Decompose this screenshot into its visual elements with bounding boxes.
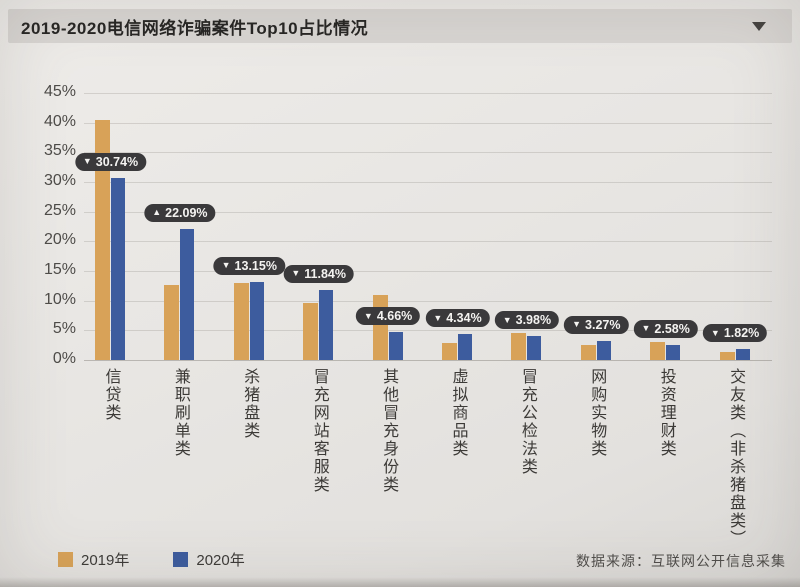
data-label-text: 2.58%: [654, 321, 690, 336]
x-axis-label: 信贷类: [102, 368, 120, 422]
y-tick-label: 45%: [43, 83, 76, 100]
x-axis-label: 网购实物类: [588, 368, 606, 458]
bar-2020-9[interactable]: [735, 349, 750, 360]
chart-title-bar: 2019-2020电信网络诈骗案件Top10占比情况: [8, 9, 792, 43]
x-axis-label: 投资理财类: [657, 368, 675, 458]
trend-down-icon: ▼: [710, 327, 720, 338]
y-tick-label: 10%: [43, 290, 76, 308]
trend-up-icon: ▲: [152, 207, 162, 218]
legend-label: 2020年: [196, 552, 245, 569]
legend-swatch-icon: [58, 552, 73, 567]
bar-2019-0[interactable]: [95, 119, 110, 360]
x-axis-label: 冒充网站客服类: [310, 368, 328, 494]
legend: 2019年 2020年: [58, 549, 245, 570]
legend-item-2020[interactable]: 2020年: [173, 549, 245, 570]
trend-down-icon: ▼: [221, 260, 231, 271]
y-tick-label: 30%: [43, 172, 76, 189]
gridline: [84, 211, 772, 213]
trend-down-icon: ▼: [363, 310, 373, 321]
bar-2019-7[interactable]: [580, 344, 596, 360]
gridline: [84, 152, 772, 154]
data-label-text: 22.09%: [165, 205, 208, 220]
data-label-text: 3.27%: [585, 317, 621, 332]
data-label-badge: ▼ 3.98%: [494, 311, 560, 330]
gridline: [84, 93, 772, 94]
data-label-text: 30.74%: [95, 154, 139, 169]
bar-2019-9[interactable]: [719, 352, 735, 360]
x-axis-label: 交友类（非杀猪盘类）: [727, 368, 745, 548]
data-label-text: 4.34%: [446, 311, 482, 326]
y-tick-label: 15%: [43, 261, 76, 278]
legend-label: 2019年: [81, 552, 130, 569]
bar-2020-8[interactable]: [666, 344, 681, 360]
x-axis-label: 兼职刷单类: [171, 368, 189, 458]
bar-2020-2[interactable]: [249, 281, 264, 360]
photo-bottom-shadow: [0, 577, 800, 587]
bar-2019-4[interactable]: [372, 294, 388, 360]
data-source: 数据来源：互联网公开信息采集: [576, 553, 786, 569]
gridline: [84, 271, 772, 272]
gridline: [84, 300, 772, 302]
gridline: [84, 182, 772, 183]
data-label-badge: ▼ 4.34%: [425, 309, 490, 328]
y-tick-label: 35%: [43, 142, 76, 160]
trend-down-icon: ▼: [641, 323, 651, 334]
y-tick-label: 20%: [43, 231, 76, 249]
trend-down-icon: ▼: [502, 314, 512, 325]
bar-2019-1[interactable]: [164, 285, 180, 360]
bar-2020-5[interactable]: [458, 334, 472, 360]
data-label-badge: ▼ 13.15%: [213, 256, 285, 275]
gridline: [84, 330, 772, 332]
gridline: [84, 122, 772, 124]
data-label-badge: ▼ 3.27%: [564, 315, 629, 334]
y-tick-label: 5%: [52, 320, 76, 338]
chart-title: 2019-2020电信网络诈骗案件Top10占比情况: [21, 18, 369, 38]
bar-2020-6[interactable]: [527, 336, 542, 360]
data-label-text: 3.98%: [515, 313, 552, 328]
legend-swatch-icon: [173, 552, 189, 567]
data-label-badge: ▼ 11.84%: [283, 264, 355, 283]
gridline: [84, 360, 772, 361]
data-label-badge: ▼ 2.58%: [633, 319, 698, 338]
data-label-badge: ▼ 4.66%: [355, 307, 421, 326]
bar-2019-8[interactable]: [650, 342, 666, 360]
caret-down-icon[interactable]: [752, 21, 766, 31]
x-axis-label: 冒充公检法类: [518, 368, 536, 476]
x-axis-label: 杀猪盘类: [241, 368, 259, 440]
data-label-badge: ▼ 30.74%: [74, 152, 147, 171]
legend-item-2019[interactable]: 2019年: [58, 549, 129, 570]
bar-2020-4[interactable]: [388, 332, 403, 360]
bar-2019-2[interactable]: [233, 283, 249, 360]
x-axis-label: 其他冒充身份类: [380, 368, 398, 494]
bar-2019-6[interactable]: [511, 333, 527, 360]
bar-2020-7[interactable]: [596, 340, 611, 360]
trend-down-icon: ▼: [82, 156, 92, 167]
y-tick-label: 40%: [43, 112, 76, 130]
data-label-text: 4.66%: [376, 309, 413, 324]
trend-down-icon: ▼: [433, 312, 443, 323]
trend-down-icon: ▼: [572, 319, 582, 330]
bar-2019-5[interactable]: [442, 342, 457, 360]
bar-2020-1[interactable]: [180, 228, 195, 360]
data-label-badge: ▼ 1.82%: [702, 324, 768, 343]
bar-2020-3[interactable]: [319, 289, 334, 360]
trend-down-icon: ▼: [291, 268, 301, 279]
x-axis-label: 虚拟商品类: [449, 368, 467, 458]
data-label-badge: ▲ 22.09%: [144, 203, 216, 222]
data-label-text: 1.82%: [723, 326, 760, 341]
y-tick-label: 25%: [43, 201, 76, 219]
bar-2020-0[interactable]: [111, 177, 125, 360]
gridline: [84, 241, 772, 243]
data-label-text: 13.15%: [234, 258, 277, 273]
data-label-text: 11.84%: [304, 266, 347, 281]
y-tick-label: 0%: [52, 350, 76, 367]
bar-2019-3[interactable]: [303, 303, 319, 360]
